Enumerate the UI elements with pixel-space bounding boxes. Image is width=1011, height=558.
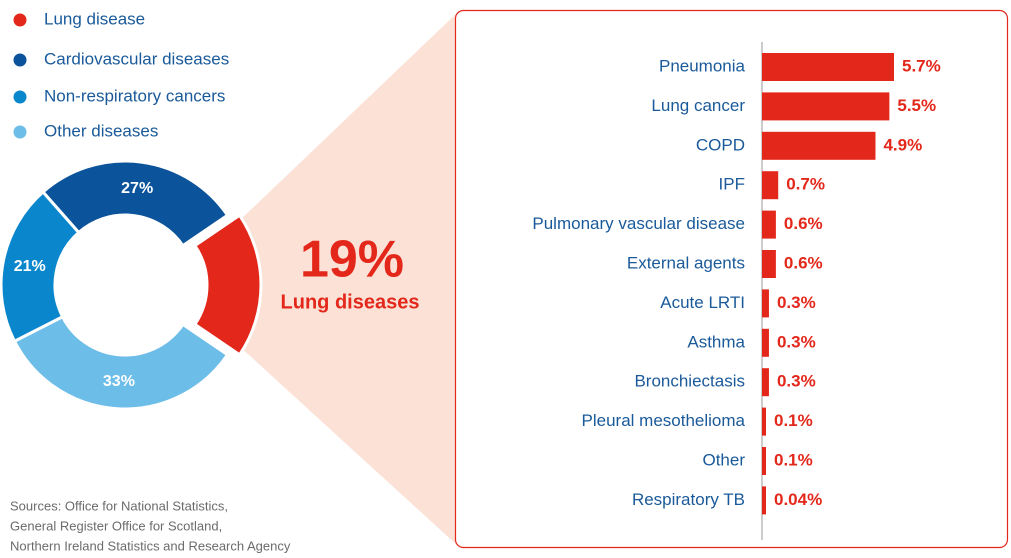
category-label: IPF <box>719 175 745 194</box>
highlight-value: 19% <box>300 231 404 289</box>
category-label: COPD <box>696 135 745 154</box>
legend-label: Non-respiratory cancers <box>44 86 225 105</box>
source: General Register Office for Scotland, <box>10 518 222 533</box>
category-label: Pneumonia <box>659 56 746 75</box>
data-label: 0.7% <box>786 175 825 194</box>
legend-marker <box>13 125 27 139</box>
data-label: 21% <box>14 258 46 275</box>
category-label: Pleural mesothelioma <box>582 411 746 430</box>
donut-slice <box>192 213 263 357</box>
data-label: 0.1% <box>774 450 813 469</box>
bar <box>762 53 894 81</box>
category-label: Asthma <box>687 332 745 351</box>
bar <box>762 289 769 318</box>
legend-label: Other diseases <box>44 121 158 140</box>
category-label: Bronchiectasis <box>634 372 745 391</box>
category-label: External agents <box>627 253 745 272</box>
donut-slice <box>12 314 230 411</box>
bar <box>762 407 766 436</box>
category-label: Respiratory TB <box>632 490 745 509</box>
bar <box>762 210 776 239</box>
data-label: 0.6% <box>784 253 823 272</box>
donut-slice <box>40 159 230 248</box>
data-label: 0.3% <box>777 293 816 312</box>
legend-marker <box>13 13 27 27</box>
category-label: Acute LRTI <box>660 293 745 312</box>
highlight-label: Lung diseases <box>281 291 420 313</box>
bar <box>762 368 769 397</box>
category-label: Pulmonary vascular disease <box>532 214 745 233</box>
data-label: 0.04% <box>774 490 822 509</box>
data-label: 27% <box>121 180 153 197</box>
bar <box>762 131 876 160</box>
data-label: 33% <box>103 373 135 390</box>
legend-label: Cardiovascular diseases <box>44 49 229 68</box>
source: Northern Ireland Statistics and Research… <box>10 538 291 553</box>
bar <box>762 328 769 357</box>
legend-marker <box>13 53 27 67</box>
data-label: 0.6% <box>784 214 823 233</box>
category-label: Lung cancer <box>651 96 745 115</box>
data-label: 0.3% <box>777 372 816 391</box>
legend-marker <box>13 90 27 104</box>
bar <box>762 171 779 200</box>
legend-label: Lung disease <box>44 9 145 28</box>
category-label: Other <box>702 450 745 469</box>
bar <box>762 447 766 475</box>
bar <box>762 486 766 515</box>
data-label: 0.1% <box>774 411 813 430</box>
bar <box>762 92 890 121</box>
data-label: 5.5% <box>897 96 936 115</box>
source: Sources: Office for National Statistics, <box>10 498 228 513</box>
data-label: 4.9% <box>883 135 922 154</box>
data-label: 0.3% <box>777 332 816 351</box>
bar <box>762 250 776 278</box>
zoom-cone <box>238 12 458 546</box>
data-label: 5.7% <box>902 56 941 75</box>
